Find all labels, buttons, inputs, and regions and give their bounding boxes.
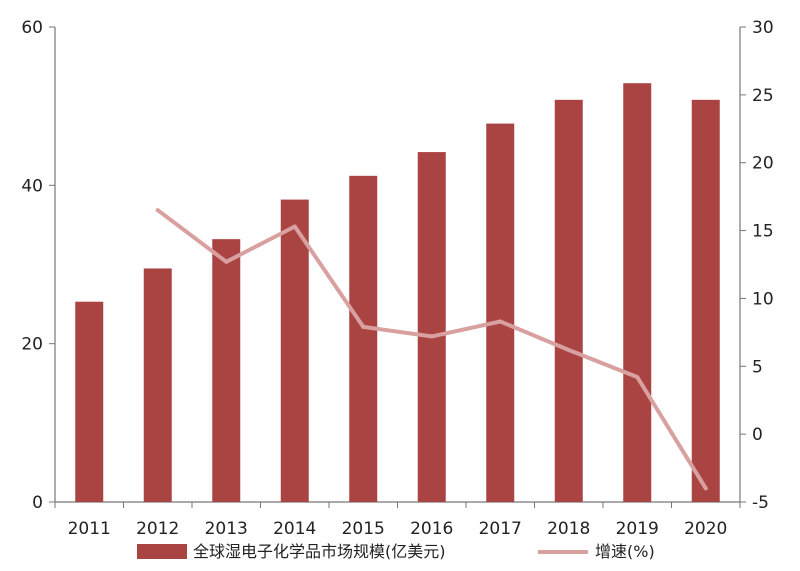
bar bbox=[75, 301, 104, 502]
x-tick-label: 2011 bbox=[68, 519, 111, 539]
bar bbox=[486, 123, 515, 502]
line-point bbox=[429, 334, 434, 339]
x-tick-label: 2016 bbox=[410, 519, 453, 539]
x-tick-labels: 2011 2012 2013 2014 2015 2016 2017 2018 2019 2020 bbox=[68, 519, 728, 539]
bar bbox=[349, 175, 378, 503]
y-right-tick-label: 10 bbox=[752, 289, 774, 309]
x-tick-label: 2013 bbox=[205, 519, 248, 539]
legend: 全球湿电子化学品市场规模(亿美元) 增速(%) bbox=[137, 542, 655, 561]
line-point bbox=[566, 348, 571, 352]
legend-swatch-bar bbox=[137, 544, 187, 559]
y-left-tick-label: 20 bbox=[21, 335, 43, 355]
y-right-tick-labels: -5 0 5 10 15 20 25 30 bbox=[752, 18, 774, 513]
bar bbox=[554, 99, 583, 502]
y-left-tick-labels: 0 20 40 60 bbox=[21, 18, 43, 513]
x-tick-label: 2018 bbox=[547, 519, 590, 539]
bar bbox=[143, 268, 172, 502]
bar bbox=[212, 239, 241, 502]
line-series bbox=[155, 208, 708, 491]
x-tick-label: 2012 bbox=[136, 519, 179, 539]
bar bbox=[280, 199, 309, 503]
line-point bbox=[361, 324, 366, 329]
y-right-tick-label: 5 bbox=[752, 357, 763, 377]
x-tick-label: 2015 bbox=[342, 519, 385, 539]
bar bbox=[691, 99, 720, 502]
legend-label-line: 增速(%) bbox=[595, 542, 655, 561]
y-right-tick-label: -5 bbox=[752, 493, 769, 513]
line-point bbox=[498, 319, 503, 324]
line-point bbox=[155, 208, 160, 213]
line-point bbox=[292, 224, 297, 229]
x-tick-label: 2014 bbox=[273, 519, 316, 539]
x-tick-label: 2019 bbox=[616, 519, 659, 539]
x-tick-label: 2020 bbox=[684, 519, 727, 539]
line-point bbox=[635, 375, 640, 380]
legend-label-bar: 全球湿电子化学品市场规模(亿美元) bbox=[193, 542, 446, 561]
y-left-tick-label: 40 bbox=[21, 176, 43, 196]
y-right-tick-label: 15 bbox=[752, 222, 774, 242]
line-point bbox=[703, 486, 708, 491]
x-tick-label: 2017 bbox=[479, 519, 522, 539]
bar-series bbox=[75, 83, 720, 503]
y-right-tick-label: 25 bbox=[752, 86, 774, 106]
y-right-tick-label: 30 bbox=[752, 18, 774, 38]
y-right-tick-label: 20 bbox=[752, 154, 774, 174]
bar bbox=[417, 152, 446, 503]
y-right-tick-label: 0 bbox=[752, 425, 763, 445]
line-point bbox=[224, 259, 229, 264]
bar bbox=[623, 83, 652, 502]
y-left-tick-label: 60 bbox=[21, 18, 43, 38]
y-left-tick-label: 0 bbox=[32, 493, 43, 513]
